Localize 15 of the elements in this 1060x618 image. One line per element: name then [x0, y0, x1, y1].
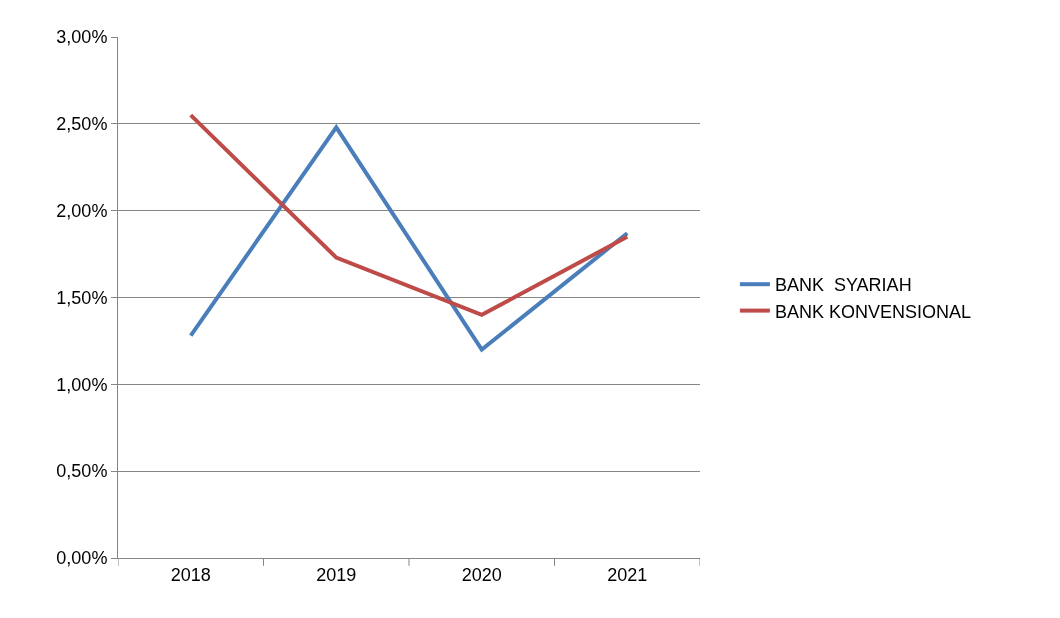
line-series [188, 125, 630, 352]
y-tick-label: 3,00% [56, 27, 108, 48]
x-tick-label: 2019 [316, 564, 357, 585]
line-series [188, 113, 630, 317]
legend-label: BANK SYARIAH [774, 275, 912, 296]
x-tick-label: 2018 [170, 564, 211, 585]
x-tick-label: 2020 [461, 564, 502, 585]
y-tick-label: 0,50% [56, 461, 108, 482]
y-tick-label: 2,00% [56, 200, 108, 221]
y-tick-label: 0,00% [56, 548, 108, 569]
y-tick-label: 2,50% [56, 114, 108, 135]
y-tick-label: 1,00% [56, 374, 108, 395]
y-tick-label: 1,50% [56, 287, 108, 308]
x-tick-label: 2021 [607, 564, 648, 585]
legend-label: BANK KONVENSIONAL [774, 301, 971, 322]
